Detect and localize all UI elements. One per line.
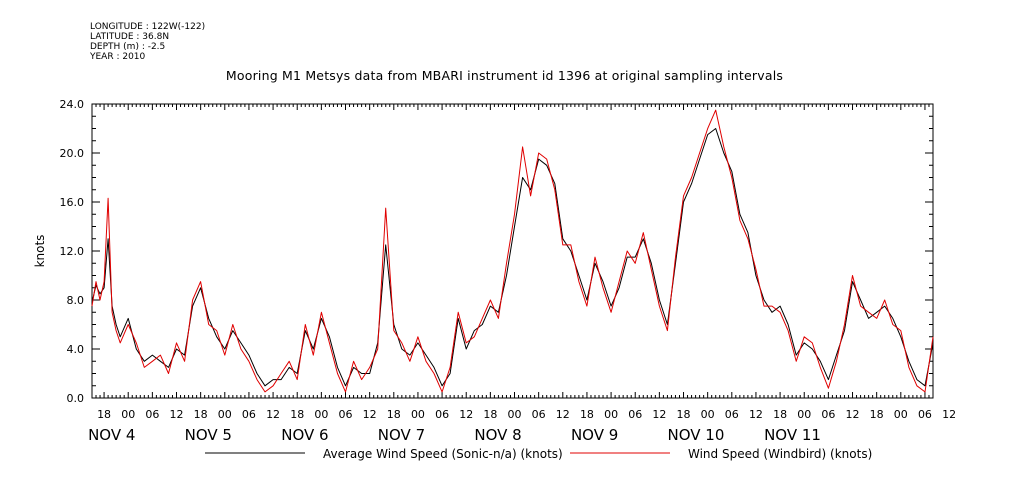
x-hour-label: 18	[483, 408, 497, 421]
x-hour-label: 18	[773, 408, 787, 421]
x-hour-label: 12	[942, 408, 956, 421]
x-hour-label: 12	[556, 408, 570, 421]
y-tick-label: 0.0	[67, 392, 85, 405]
legend-label-2: Wind Speed (Windbird) (knots)	[688, 447, 872, 461]
y-tick-label: 8.0	[67, 294, 85, 307]
series-line-2	[91, 109, 934, 393]
x-hour-label: 00	[218, 408, 232, 421]
x-hour-label: 00	[508, 408, 522, 421]
x-hour-label: 00	[894, 408, 908, 421]
x-hour-label: 06	[242, 408, 256, 421]
legend: Average Wind Speed (Sonic-n/a) (knots) Wi…	[205, 447, 872, 461]
x-hour-label: 12	[652, 408, 666, 421]
y-axis-label: knots	[33, 235, 47, 268]
x-hour-label: 06	[435, 408, 449, 421]
x-hour-label: 18	[870, 408, 884, 421]
x-hour-label: 12	[266, 408, 280, 421]
x-hour-label: 00	[314, 408, 328, 421]
x-day-label: NOV 11	[764, 426, 821, 444]
x-hour-label: 18	[387, 408, 401, 421]
x-hour-label: 06	[628, 408, 642, 421]
chart-title: Mooring M1 Metsys data from MBARI instru…	[225, 68, 784, 83]
x-hour-label: 12	[363, 408, 377, 421]
longitude-text: LONGITUDE : 122W(-122)	[90, 22, 206, 32]
plot-frame	[91, 103, 934, 399]
x-hour-label: 06	[532, 408, 546, 421]
y-tick-label: 12.0	[60, 245, 85, 258]
y-tick-label: 4.0	[67, 343, 85, 356]
x-day-label: NOV 6	[281, 426, 328, 444]
axes-group	[91, 103, 934, 399]
x-hour-label: 00	[121, 408, 135, 421]
metadata-block: LONGITUDE : 122W(-122) LATITUDE : 36.8N …	[90, 22, 205, 62]
x-day-label: NOV 9	[571, 426, 618, 444]
x-hour-label: 12	[846, 408, 860, 421]
x-hour-label: 00	[604, 408, 618, 421]
x-hour-label: 12	[170, 408, 184, 421]
legend-label-1: Average Wind Speed (Sonic-n/a) (knots)	[323, 447, 563, 461]
x-day-label: NOV 10	[668, 426, 725, 444]
x-hour-label: 06	[725, 408, 739, 421]
x-hour-label: 06	[145, 408, 159, 421]
y-tick-label: 20.0	[60, 147, 85, 160]
x-hour-label: 06	[339, 408, 353, 421]
x-hour-label: 18	[580, 408, 594, 421]
x-hour-label: 12	[749, 408, 763, 421]
x-hour-label: 18	[290, 408, 304, 421]
series-layer	[91, 109, 934, 393]
x-day-label: NOV 7	[378, 426, 425, 444]
series-line-1	[91, 128, 934, 387]
x-day-label: NOV 8	[474, 426, 521, 444]
x-hour-label: 18	[194, 408, 208, 421]
x-hour-label: 06	[918, 408, 932, 421]
labels-group: 0.0 4.0 8.0 12.0 16.0 20.0 24.0 knots 18 00 06 12 18…	[33, 98, 956, 444]
x-day-label: NOV 4	[88, 426, 135, 444]
x-day-label: NOV 5	[185, 426, 232, 444]
x-hour-label: 12	[459, 408, 473, 421]
x-hour-label: 00	[797, 408, 811, 421]
x-hour-label: 00	[701, 408, 715, 421]
y-tick-label: 16.0	[60, 196, 85, 209]
latitude-text: LATITUDE : 36.8N	[90, 32, 170, 42]
x-hour-label: 06	[821, 408, 835, 421]
x-hour-label: 00	[411, 408, 425, 421]
y-tick-label: 24.0	[60, 98, 85, 111]
x-hour-label: 18	[97, 408, 111, 421]
x-hour-label: 18	[677, 408, 691, 421]
depth-text: DEPTH (m) : -2.5	[90, 42, 166, 52]
year-text: YEAR : 2010	[90, 52, 146, 62]
